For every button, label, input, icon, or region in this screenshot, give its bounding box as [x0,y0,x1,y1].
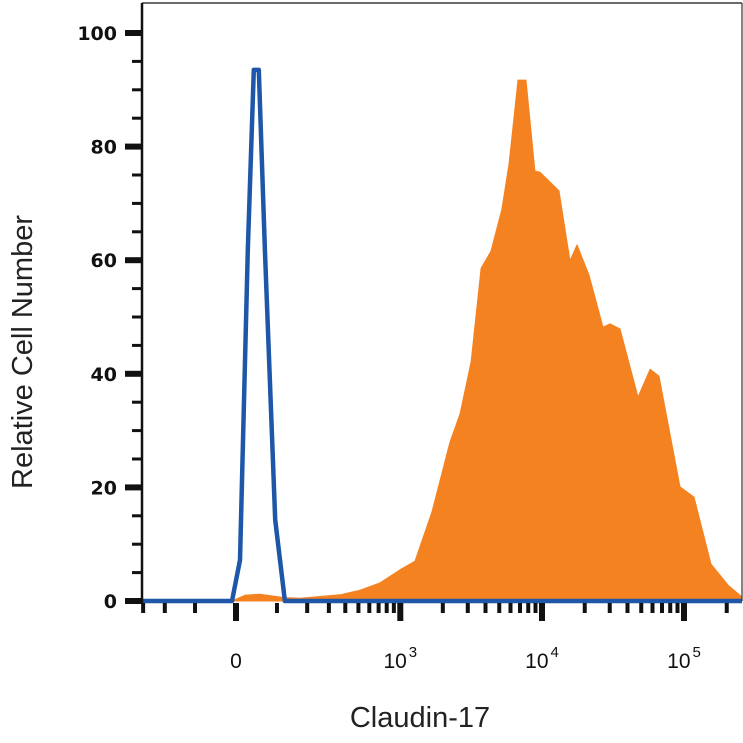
series-layer [141,67,743,604]
x-tick-label: 10 3 [383,644,417,673]
x-minor-tick [668,603,673,613]
x-minor-tick [367,603,372,613]
y-tick-label: 20 [91,477,117,499]
x-minor-tick [508,603,513,613]
y-major-tick [125,30,142,36]
x-tick-base: 0 [230,650,242,673]
x-tick-label: 0 [230,650,242,673]
y-tick-label: 60 [91,250,117,272]
x-minor-tick [356,603,361,613]
y-major-tick [125,598,142,604]
x-axis: 0 10 3 10 4 10 5 [141,603,729,673]
x-axis-title: Claudin-17 [350,702,490,734]
x-minor-tick [724,603,729,613]
x-minor-tick [384,603,389,613]
y-minor-tick [132,542,142,546]
x-minor-tick [533,603,538,613]
y-tick-label: 0 [104,591,117,613]
x-tick-exponent: 3 [409,644,417,661]
x-minor-tick [440,603,445,613]
y-minor-tick [132,59,142,63]
y-major-tick [125,484,142,491]
x-minor-tick [483,603,488,613]
x-tick-label: 10 5 [667,644,701,673]
y-axis-title: Relative Cell Number [7,215,39,489]
x-minor-tick [639,603,644,613]
y-minor-tick [132,429,142,433]
y-minor-tick [132,571,142,575]
x-tick-base: 10 [667,650,690,673]
y-minor-tick [132,315,142,319]
y-tick-label: 100 [77,23,117,45]
y-minor-tick [132,173,142,177]
x-minor-tick [274,603,279,613]
x-minor-tick [326,603,331,613]
plot-frame [140,2,743,603]
x-minor-tick [660,603,665,613]
x-minor-tick [518,603,523,613]
y-minor-tick [132,116,142,120]
y-tick-label: 40 [91,364,117,386]
x-minor-tick [343,603,348,613]
x-tick-exponent: 5 [693,644,701,661]
x-major-tick [680,603,687,621]
y-minor-tick [132,457,142,461]
x-minor-tick [391,603,396,613]
y-minor-tick [132,400,142,404]
x-minor-tick [675,603,680,613]
y-axis: 0 20 40 60 80 100 [77,23,142,613]
x-minor-tick [582,603,587,613]
x-minor-tick [465,603,470,613]
y-minor-tick [132,230,142,234]
y-minor-tick [132,514,142,518]
x-minor-tick [526,603,531,613]
y-major-tick [125,143,142,150]
x-minor-tick [607,603,612,613]
x-minor-tick [376,603,381,613]
x-tick-base: 10 [383,650,406,673]
x-tick-label: 10 4 [525,644,559,673]
y-tick-label: 80 [91,137,117,159]
x-tick-exponent: 4 [551,644,559,661]
x-major-tick [538,603,545,621]
y-minor-tick [132,343,142,347]
y-minor-tick [132,287,142,291]
x-minor-tick [625,603,630,613]
x-minor-tick [305,603,310,613]
orange-sample-histogram [141,79,743,602]
x-major-tick [233,603,239,621]
y-major-tick [125,370,142,377]
y-major-tick [125,257,142,264]
x-minor-tick [497,603,502,613]
x-minor-tick [141,603,146,613]
x-minor-tick [162,603,167,613]
x-major-tick [397,603,404,621]
x-minor-tick [650,603,655,613]
y-minor-tick [132,88,142,92]
blue-isotype-histogram [142,67,742,604]
y-minor-tick [132,201,142,205]
x-tick-base: 10 [525,650,548,673]
x-minor-tick [193,603,198,613]
